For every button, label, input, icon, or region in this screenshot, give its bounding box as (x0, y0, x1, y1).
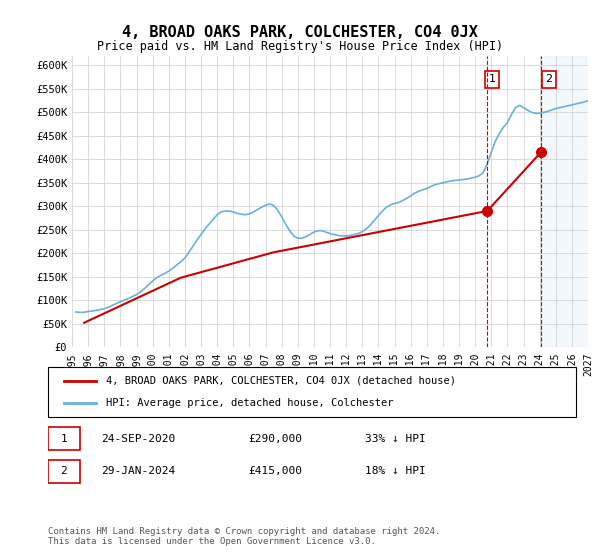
Text: 4, BROAD OAKS PARK, COLCHESTER, CO4 0JX (detached house): 4, BROAD OAKS PARK, COLCHESTER, CO4 0JX … (106, 376, 456, 386)
Text: 18% ↓ HPI: 18% ↓ HPI (365, 466, 425, 476)
Bar (541, 56, 588, 347)
Text: 29-JAN-2024: 29-JAN-2024 (101, 466, 175, 476)
Text: Price paid vs. HM Land Registry's House Price Index (HPI): Price paid vs. HM Land Registry's House … (97, 40, 503, 53)
Text: 24-SEP-2020: 24-SEP-2020 (101, 434, 175, 444)
FancyBboxPatch shape (48, 367, 576, 417)
Text: 2: 2 (545, 74, 553, 85)
Text: 33% ↓ HPI: 33% ↓ HPI (365, 434, 425, 444)
Text: Contains HM Land Registry data © Crown copyright and database right 2024.
This d: Contains HM Land Registry data © Crown c… (48, 526, 440, 546)
Text: 1: 1 (61, 434, 67, 444)
FancyBboxPatch shape (48, 460, 80, 483)
Text: 1: 1 (488, 74, 496, 85)
FancyBboxPatch shape (48, 427, 80, 450)
Text: £415,000: £415,000 (248, 466, 302, 476)
Text: 2: 2 (61, 466, 67, 476)
Text: 4, BROAD OAKS PARK, COLCHESTER, CO4 0JX: 4, BROAD OAKS PARK, COLCHESTER, CO4 0JX (122, 25, 478, 40)
Text: £290,000: £290,000 (248, 434, 302, 444)
Text: HPI: Average price, detached house, Colchester: HPI: Average price, detached house, Colc… (106, 398, 394, 408)
